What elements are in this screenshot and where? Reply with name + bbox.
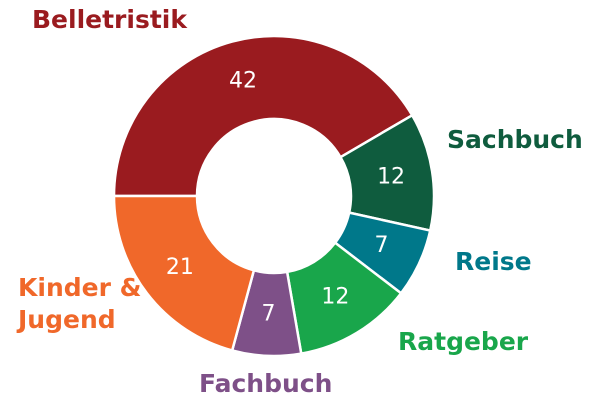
value-label: 12 <box>321 284 349 309</box>
value-label: 7 <box>261 301 275 326</box>
category-label: Reise <box>455 247 532 276</box>
value-label: 7 <box>374 233 388 258</box>
value-label: 21 <box>166 255 194 280</box>
donut-segment <box>112 194 256 352</box>
category-label: Fachbuch <box>199 369 333 398</box>
category-label: Ratgeber <box>398 327 529 356</box>
donut-segment <box>112 34 414 198</box>
value-label: 42 <box>229 69 257 94</box>
value-label: 12 <box>377 165 405 190</box>
category-label: Sachbuch <box>447 125 583 154</box>
category-label: Belletristik <box>32 5 187 34</box>
category-label: Kinder & Jugend <box>18 273 142 334</box>
